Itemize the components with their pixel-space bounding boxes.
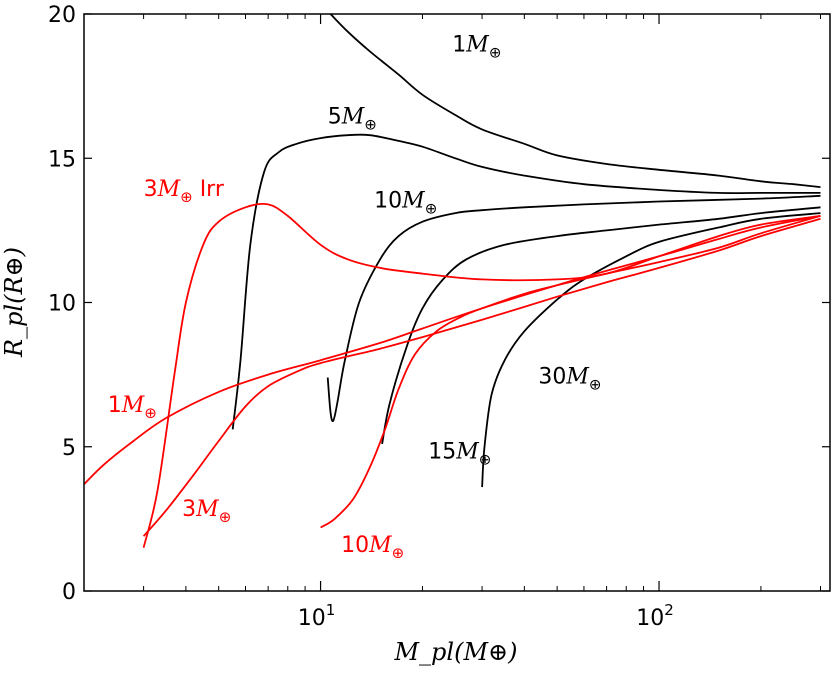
curve-labels: 1M⊕ 5M⊕ 10M⊕ 15M⊕ 30M⊕ 3M⊕ Irr 1M⊕ 3M⊕ 10M⊕ (108, 33, 602, 563)
series-line-6 (84, 215, 821, 485)
x-tick-label-1: 102 (636, 601, 674, 631)
curves (84, 14, 821, 548)
x-axis-title: M_pl(M⊕) (393, 638, 517, 666)
series-label-5: 3M⊕ Irr (144, 177, 225, 206)
series-label-3: 15M⊕ (428, 439, 491, 468)
series-line-1 (231, 133, 821, 430)
series-line-4 (481, 212, 821, 488)
series-line-2 (326, 194, 821, 423)
axis-ticks: 0 5 10 15 20 101 102 (48, 3, 830, 631)
series-label-1: 5M⊕ (328, 105, 377, 134)
series-line-5 (142, 202, 821, 548)
y-tick-label-2: 10 (48, 292, 76, 317)
y-axis-title: R_pl(R⊕) (0, 247, 28, 358)
y-tick-label-4: 20 (48, 3, 76, 28)
series-label-0: 1M⊕ (452, 33, 501, 62)
y-tick-label-1: 5 (62, 436, 76, 461)
y-tick-label-0: 0 (62, 580, 76, 605)
y-tick-label-3: 15 (48, 147, 76, 172)
series-line-3 (381, 206, 821, 445)
series-label-8: 10M⊕ (341, 533, 404, 562)
series-label-6: 1M⊕ (108, 393, 157, 422)
series-line-7 (142, 217, 821, 537)
x-tick-label-0: 101 (298, 601, 336, 631)
series-line-8 (320, 215, 821, 529)
series-line-0 (329, 14, 821, 188)
series-label-2: 10M⊕ (374, 188, 437, 217)
series-label-7: 3M⊕ (182, 497, 231, 526)
series-label-4: 30M⊕ (538, 364, 601, 393)
